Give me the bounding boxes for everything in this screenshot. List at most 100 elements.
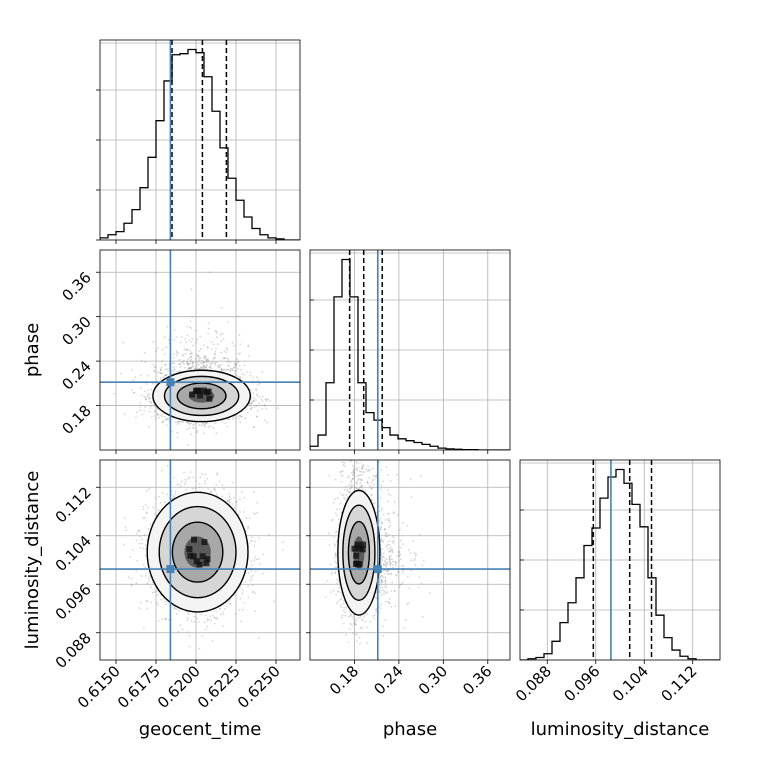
sample-point (190, 288, 193, 291)
sample-point (164, 618, 167, 620)
sample-point (235, 501, 237, 504)
sample-point (232, 416, 235, 418)
sample-point (141, 413, 144, 416)
sample-point (231, 368, 234, 370)
sample-point (139, 601, 142, 604)
sample-point (148, 396, 151, 399)
sample-point (261, 395, 264, 398)
sample-point (255, 389, 258, 392)
sample-point (195, 421, 198, 424)
sample-point (184, 478, 187, 481)
sample-point (201, 422, 204, 424)
sample-point (200, 366, 203, 368)
sample-point (138, 542, 141, 545)
sample-point (220, 368, 223, 371)
sample-point (265, 400, 268, 402)
sample-point (237, 417, 240, 420)
sample-point (180, 341, 182, 344)
sample-point (219, 613, 222, 616)
sample-point (213, 488, 216, 490)
sample-point (136, 560, 139, 562)
sample-point (214, 616, 216, 619)
sample-point (180, 361, 183, 363)
sample-point (165, 600, 167, 603)
sample-point (264, 398, 267, 401)
sample-point (221, 495, 224, 498)
sample-point (165, 346, 168, 349)
sample-point (203, 344, 205, 347)
sample-point (152, 363, 155, 366)
sample-point (246, 371, 249, 373)
sample-point (159, 501, 162, 504)
sample-point (173, 339, 176, 341)
sample-point (144, 397, 147, 399)
sample-point (151, 383, 154, 385)
sample-point (211, 348, 213, 351)
sample-point (187, 477, 190, 480)
sample-point (256, 511, 258, 514)
sample-point (206, 619, 209, 622)
sample-point (173, 366, 176, 368)
sample-point (250, 407, 253, 410)
sample-point (194, 367, 196, 370)
sample-point (260, 398, 263, 400)
sample-point (226, 457, 228, 459)
sample-point (214, 330, 217, 333)
sample-point (226, 425, 229, 428)
sample-point (144, 406, 147, 409)
sample-point (182, 361, 185, 364)
sample-point (163, 377, 165, 379)
sample-point (171, 430, 174, 433)
sample-point (252, 376, 255, 379)
sample-point (188, 424, 191, 426)
sample-point (188, 367, 191, 370)
sample-point (227, 365, 230, 368)
sample-point (206, 617, 209, 620)
sample-point (157, 593, 160, 596)
sample-point (174, 493, 177, 495)
sample-point (148, 580, 151, 583)
sample-point (238, 364, 241, 367)
sample-point (164, 368, 167, 370)
sample-point (188, 366, 191, 369)
sample-point (198, 360, 201, 363)
sample-point (202, 361, 205, 364)
sample-point (221, 420, 224, 423)
sample-point (210, 367, 213, 370)
sample-point (182, 353, 185, 356)
sample-point (269, 400, 272, 402)
sample-point (158, 372, 161, 374)
inner-ticks (520, 509, 524, 611)
sample-point (226, 348, 229, 351)
sample-point (205, 422, 208, 425)
sample-point (247, 345, 250, 347)
sample-point (149, 523, 152, 526)
sample-point (219, 607, 221, 609)
sample-point (192, 476, 195, 479)
sample-point (261, 371, 264, 374)
sample-point (203, 423, 206, 426)
sample-point (253, 512, 255, 515)
sample-point (200, 362, 203, 365)
sample-point (216, 472, 219, 475)
sample-point (207, 332, 209, 335)
sample-point (130, 369, 133, 372)
sample-point (139, 547, 142, 549)
sample-point (249, 401, 252, 404)
sample-point (160, 366, 163, 369)
sample-point (148, 393, 151, 396)
sample-point (241, 491, 244, 493)
sample-point (252, 392, 255, 395)
sample-point (209, 363, 212, 366)
sample-point (251, 574, 254, 577)
sample-point (212, 357, 215, 360)
sample-point (232, 417, 234, 420)
sample-point (196, 429, 199, 432)
sample-point (176, 431, 179, 434)
sample-point (166, 493, 169, 496)
sample-point (191, 366, 194, 368)
sample-point (206, 363, 209, 366)
sample-point (215, 493, 218, 496)
sample-point (144, 544, 147, 546)
sample-point (125, 529, 128, 532)
